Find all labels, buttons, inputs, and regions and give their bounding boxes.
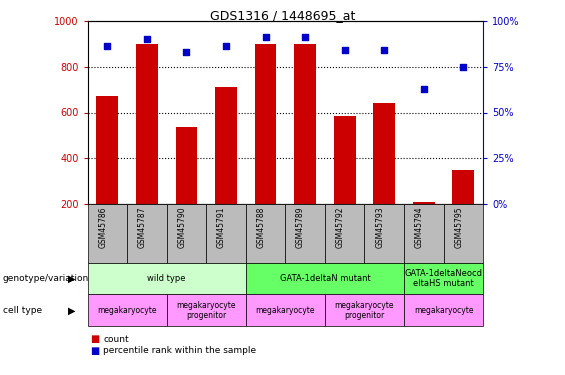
- Text: percentile rank within the sample: percentile rank within the sample: [103, 346, 257, 355]
- Text: GSM45790: GSM45790: [177, 206, 186, 248]
- Bar: [215, 87, 237, 251]
- Point: [142, 36, 151, 42]
- Text: GSM45791: GSM45791: [217, 206, 226, 248]
- Text: megakaryocyte: megakaryocyte: [97, 306, 157, 315]
- Text: GSM45794: GSM45794: [415, 206, 424, 248]
- Bar: [255, 44, 276, 251]
- Text: ■: ■: [90, 346, 99, 355]
- Bar: [413, 202, 434, 250]
- Text: GSM45787: GSM45787: [138, 206, 147, 248]
- Bar: [176, 128, 197, 250]
- Text: cell type: cell type: [3, 306, 42, 315]
- Point: [340, 47, 349, 53]
- Bar: [373, 104, 395, 250]
- Point: [103, 44, 112, 50]
- Text: wild type: wild type: [147, 274, 186, 283]
- Text: genotype/variation: genotype/variation: [3, 274, 89, 283]
- Text: GSM45789: GSM45789: [296, 206, 305, 248]
- Text: GDS1316 / 1448695_at: GDS1316 / 1448695_at: [210, 9, 355, 22]
- Point: [182, 49, 191, 55]
- Text: ■: ■: [90, 334, 99, 344]
- Text: GSM45788: GSM45788: [257, 206, 266, 248]
- Text: megakaryocyte: megakaryocyte: [255, 306, 315, 315]
- Text: count: count: [103, 335, 129, 344]
- Text: megakaryocyte
progenitor: megakaryocyte progenitor: [334, 301, 394, 320]
- Text: ▶: ▶: [68, 305, 75, 315]
- Text: megakaryocyte
progenitor: megakaryocyte progenitor: [176, 301, 236, 320]
- Text: GSM45793: GSM45793: [375, 206, 384, 248]
- Text: ▶: ▶: [68, 273, 75, 284]
- Text: GATA-1deltaNeocd
eltaHS mutant: GATA-1deltaNeocd eltaHS mutant: [405, 269, 483, 288]
- Text: megakaryocyte: megakaryocyte: [414, 306, 473, 315]
- Point: [301, 34, 310, 40]
- Point: [261, 34, 270, 40]
- Bar: [294, 44, 316, 251]
- Point: [459, 63, 468, 70]
- Point: [419, 86, 428, 92]
- Point: [380, 47, 389, 53]
- Text: GSM45786: GSM45786: [98, 206, 107, 248]
- Bar: [97, 96, 118, 250]
- Bar: [453, 170, 474, 250]
- Text: GSM45792: GSM45792: [336, 206, 345, 248]
- Point: [221, 44, 231, 50]
- Bar: [334, 116, 355, 251]
- Bar: [136, 44, 158, 251]
- Text: GSM45795: GSM45795: [454, 206, 463, 248]
- Text: GATA-1deltaN mutant: GATA-1deltaN mutant: [280, 274, 370, 283]
